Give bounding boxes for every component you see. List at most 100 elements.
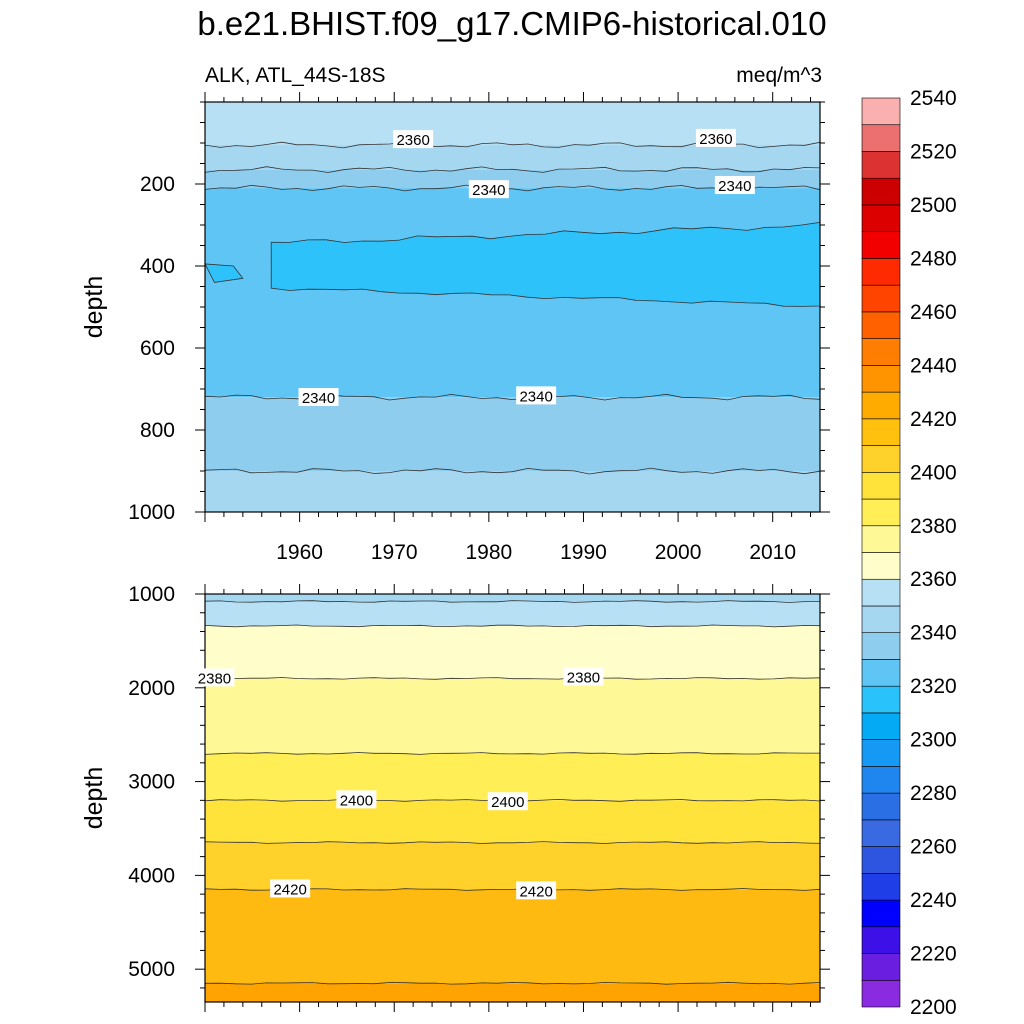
colorbar-label: 2340 [910,622,957,645]
contour-label: 2360 [695,128,736,148]
contour-label-bg [393,130,434,149]
contour-label: 2340 [298,388,339,407]
contour-band [205,983,820,1002]
contour-label: 2380 [563,667,604,686]
contour-band [205,625,820,679]
contour-core-2320-small [204,263,244,283]
contour-label-text: 2340 [718,178,751,195]
contour-label: 2400 [487,792,528,811]
colorbar-box [861,177,901,206]
contour-line [204,752,820,755]
colorbar-label: 2360 [910,568,957,591]
y-tick-label: 2000 [128,677,175,700]
contour-band [205,678,820,754]
contour-line [204,981,821,985]
contour-label: 2420 [270,879,311,898]
colorbar-label: 2460 [910,301,957,324]
contour-label-text: 2340 [472,182,505,199]
colorbar-box [861,578,901,607]
colorbar-label: 2300 [910,729,957,752]
contour-line [204,467,821,475]
colorbar-label: 2280 [910,782,957,805]
colorbar-label: 2500 [910,194,957,217]
x-tick-label: 1970 [371,541,418,564]
contour-label-text: 2380 [198,670,231,687]
x-tick-label: 1990 [560,541,607,564]
y-tick-label: 600 [140,337,175,360]
plot-layer: 200 400 600 800 1000 depth 2360 2360 2340 2340 234… [80,92,830,1012]
colorbar-label: 2200 [910,996,957,1019]
y-tick-label: 400 [140,255,175,278]
y-axis-label: depth [80,276,108,339]
colorbar-box [861,846,901,874]
colorbar-box [861,712,901,740]
contour-band [205,145,820,170]
contour-label: 2400 [336,790,377,809]
contour-label: 2360 [393,130,434,149]
contour-label-bg [487,792,528,811]
contour-label: 2340 [516,386,557,405]
contour-line [204,166,821,173]
colorbar-box [861,471,901,500]
contour-label-bg [695,128,736,147]
x-tick-label: 2010 [749,541,796,564]
contour-label-text: 2420 [273,881,306,898]
colorbar: 2200 2220 2240 2260 2280 2300 2320 2340 2360 2380… [861,87,957,1019]
contour-band [205,397,820,471]
contour-label: 2340 [468,180,509,199]
panel-upper: 200 400 600 800 1000 depth 2360 2360 2340 2340 234… [80,92,830,524]
contour-line [204,624,821,628]
colorbar-label: 2440 [910,354,957,377]
contour-label-text: 2340 [519,388,552,405]
colorbar-box [861,338,901,366]
contour-label-text: 2360 [699,131,732,148]
y-tick-label: 1000 [128,501,175,524]
colorbar-label: 2240 [910,889,957,912]
colorbar-box [861,365,901,393]
colorbar-box [861,685,901,714]
y-tick-label: 200 [140,173,175,196]
colorbar-label: 2400 [910,461,957,484]
contour-band [205,471,820,512]
colorbar-box [861,659,901,687]
colorbar-box [861,979,901,1008]
colorbar-label: 2320 [910,675,957,698]
colorbar-box [861,605,901,634]
y-tick-label: 800 [140,419,175,442]
colorbar-box [861,498,901,527]
colorbar-label: 2260 [910,836,957,859]
colorbar-box [861,899,901,928]
contour-label-bg [194,668,235,687]
colorbar-box [861,445,901,473]
colorbar-label: 2480 [910,247,957,270]
colorbar-box [861,418,901,446]
contour-label-text: 2360 [396,132,429,149]
contour-line [204,841,821,844]
colorbar-box [861,204,901,232]
colorbar-box [861,926,901,954]
contour-label-bg [714,176,755,195]
contour-label-text: 2380 [567,669,600,686]
colorbar-label: 2420 [910,408,957,431]
x-tick-label: 2000 [655,541,702,564]
y-tick-label: 5000 [128,958,175,981]
colorbar-label: 2380 [910,515,957,538]
colorbar-box [861,231,901,259]
colorbar-box [861,739,901,767]
plot-frame [204,593,821,1003]
colorbar-label: 2220 [910,943,957,966]
colorbar-label: 2520 [910,140,957,163]
contour-label-bg [516,386,557,405]
units-label: meq/m^3 [736,64,822,87]
contour-label-bg [298,388,339,407]
colorbar-box [861,819,901,847]
panel-lower: 1000 2000 3000 4000 5000 depth 2380 2380 2400 240… [80,583,830,1012]
colorbar-box [861,97,901,126]
contour-band [205,169,820,189]
y-tick-label: 3000 [128,771,175,794]
contour-label-text: 2400 [491,794,524,811]
colorbar-box [861,124,901,152]
colorbar-box [861,873,901,901]
colorbar-box [861,284,901,313]
